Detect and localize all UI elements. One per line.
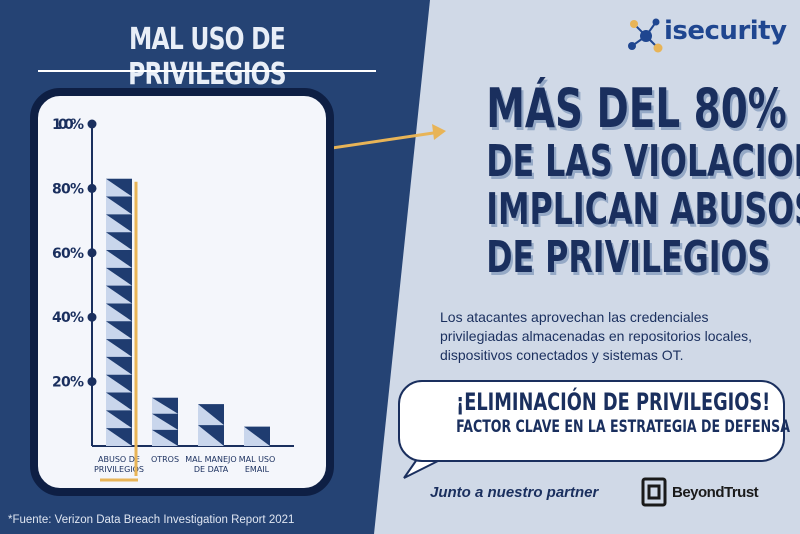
beyondtrust-logo-icon bbox=[641, 477, 667, 507]
headline-line-4: DE PRIVILEGIOS bbox=[486, 232, 771, 283]
bar-segment bbox=[198, 404, 224, 426]
bar-segment bbox=[106, 428, 132, 446]
y-tick-dot bbox=[87, 312, 97, 322]
partner-text: Junto a nuestro partner bbox=[430, 484, 599, 501]
bar-segment bbox=[106, 250, 132, 268]
left-title: MAL USO DE PRIVILEGIOS bbox=[128, 22, 286, 92]
headline-line-1: MÁS DEL 80% bbox=[486, 77, 787, 140]
source-footnote: *Fuente: Verizon Data Breach Investigati… bbox=[8, 514, 295, 526]
headline-line-3: IMPLICAN ABUSOS bbox=[486, 184, 800, 235]
x-tick-label: ABUSO DE bbox=[98, 455, 140, 464]
x-tick-label: OTROS bbox=[151, 455, 179, 464]
callout-line-1: ¡ELIMINACIÓN DE PRIVILEGIOS! bbox=[456, 388, 771, 416]
x-tick-label: MAL MANEJO bbox=[185, 455, 236, 464]
x-tick-label: EMAIL bbox=[245, 465, 270, 474]
bar-segment bbox=[106, 196, 132, 215]
network-nodes-icon bbox=[628, 18, 663, 53]
bar-segment bbox=[152, 429, 178, 446]
headline: MÁS DEL 80% DE LAS VIOLACIONES IMPLICAN … bbox=[440, 77, 800, 283]
y-tick-dot bbox=[87, 248, 97, 258]
bar-segment bbox=[106, 232, 132, 251]
connector-arrow-head-icon bbox=[432, 124, 446, 140]
partner-brand: BeyondTrust bbox=[672, 484, 759, 501]
y-tick-label: 20% bbox=[52, 375, 84, 391]
bar-segment bbox=[152, 397, 178, 414]
y-tick-label: 100% bbox=[52, 117, 84, 133]
bar-segment bbox=[106, 321, 132, 340]
bar-segment bbox=[152, 413, 178, 430]
y-tick-label: 40% bbox=[52, 310, 84, 326]
bar-segment bbox=[106, 374, 132, 393]
bar-segment bbox=[106, 214, 132, 233]
chart-card bbox=[30, 88, 334, 496]
y-tick-label: 80% bbox=[52, 181, 84, 197]
body-text: Los atacantes aprovechan las credenciale… bbox=[440, 309, 753, 363]
x-tick-label: DE DATA bbox=[194, 465, 229, 474]
bar-segment bbox=[106, 339, 132, 357]
x-tick-label: PRIVILEGIOS bbox=[94, 465, 144, 474]
bar-segment bbox=[106, 392, 132, 411]
logo-wordmark: isecurity bbox=[664, 16, 787, 46]
bar-segment bbox=[244, 426, 270, 446]
headline-line-2: DE LAS VIOLACIONES bbox=[486, 136, 800, 187]
bar-segment bbox=[106, 356, 132, 375]
y-tick-label: 60% bbox=[52, 246, 84, 262]
bar-segment bbox=[106, 303, 132, 322]
callout-line-2: FACTOR CLAVE EN LA ESTRATEGIA DE DEFENSA bbox=[456, 417, 790, 437]
title-underline bbox=[38, 70, 376, 72]
bar-segment bbox=[106, 410, 132, 429]
y-tick-dot bbox=[87, 377, 97, 387]
x-tick-label: MAL USO bbox=[239, 455, 276, 464]
y-tick-dot bbox=[87, 183, 97, 193]
callout-text: ¡ELIMINACIÓN DE PRIVILEGIOS! FACTOR CLAV… bbox=[408, 388, 790, 438]
callout-box bbox=[398, 380, 785, 462]
y-tick-dot bbox=[87, 119, 97, 129]
bar-segment bbox=[198, 425, 224, 446]
